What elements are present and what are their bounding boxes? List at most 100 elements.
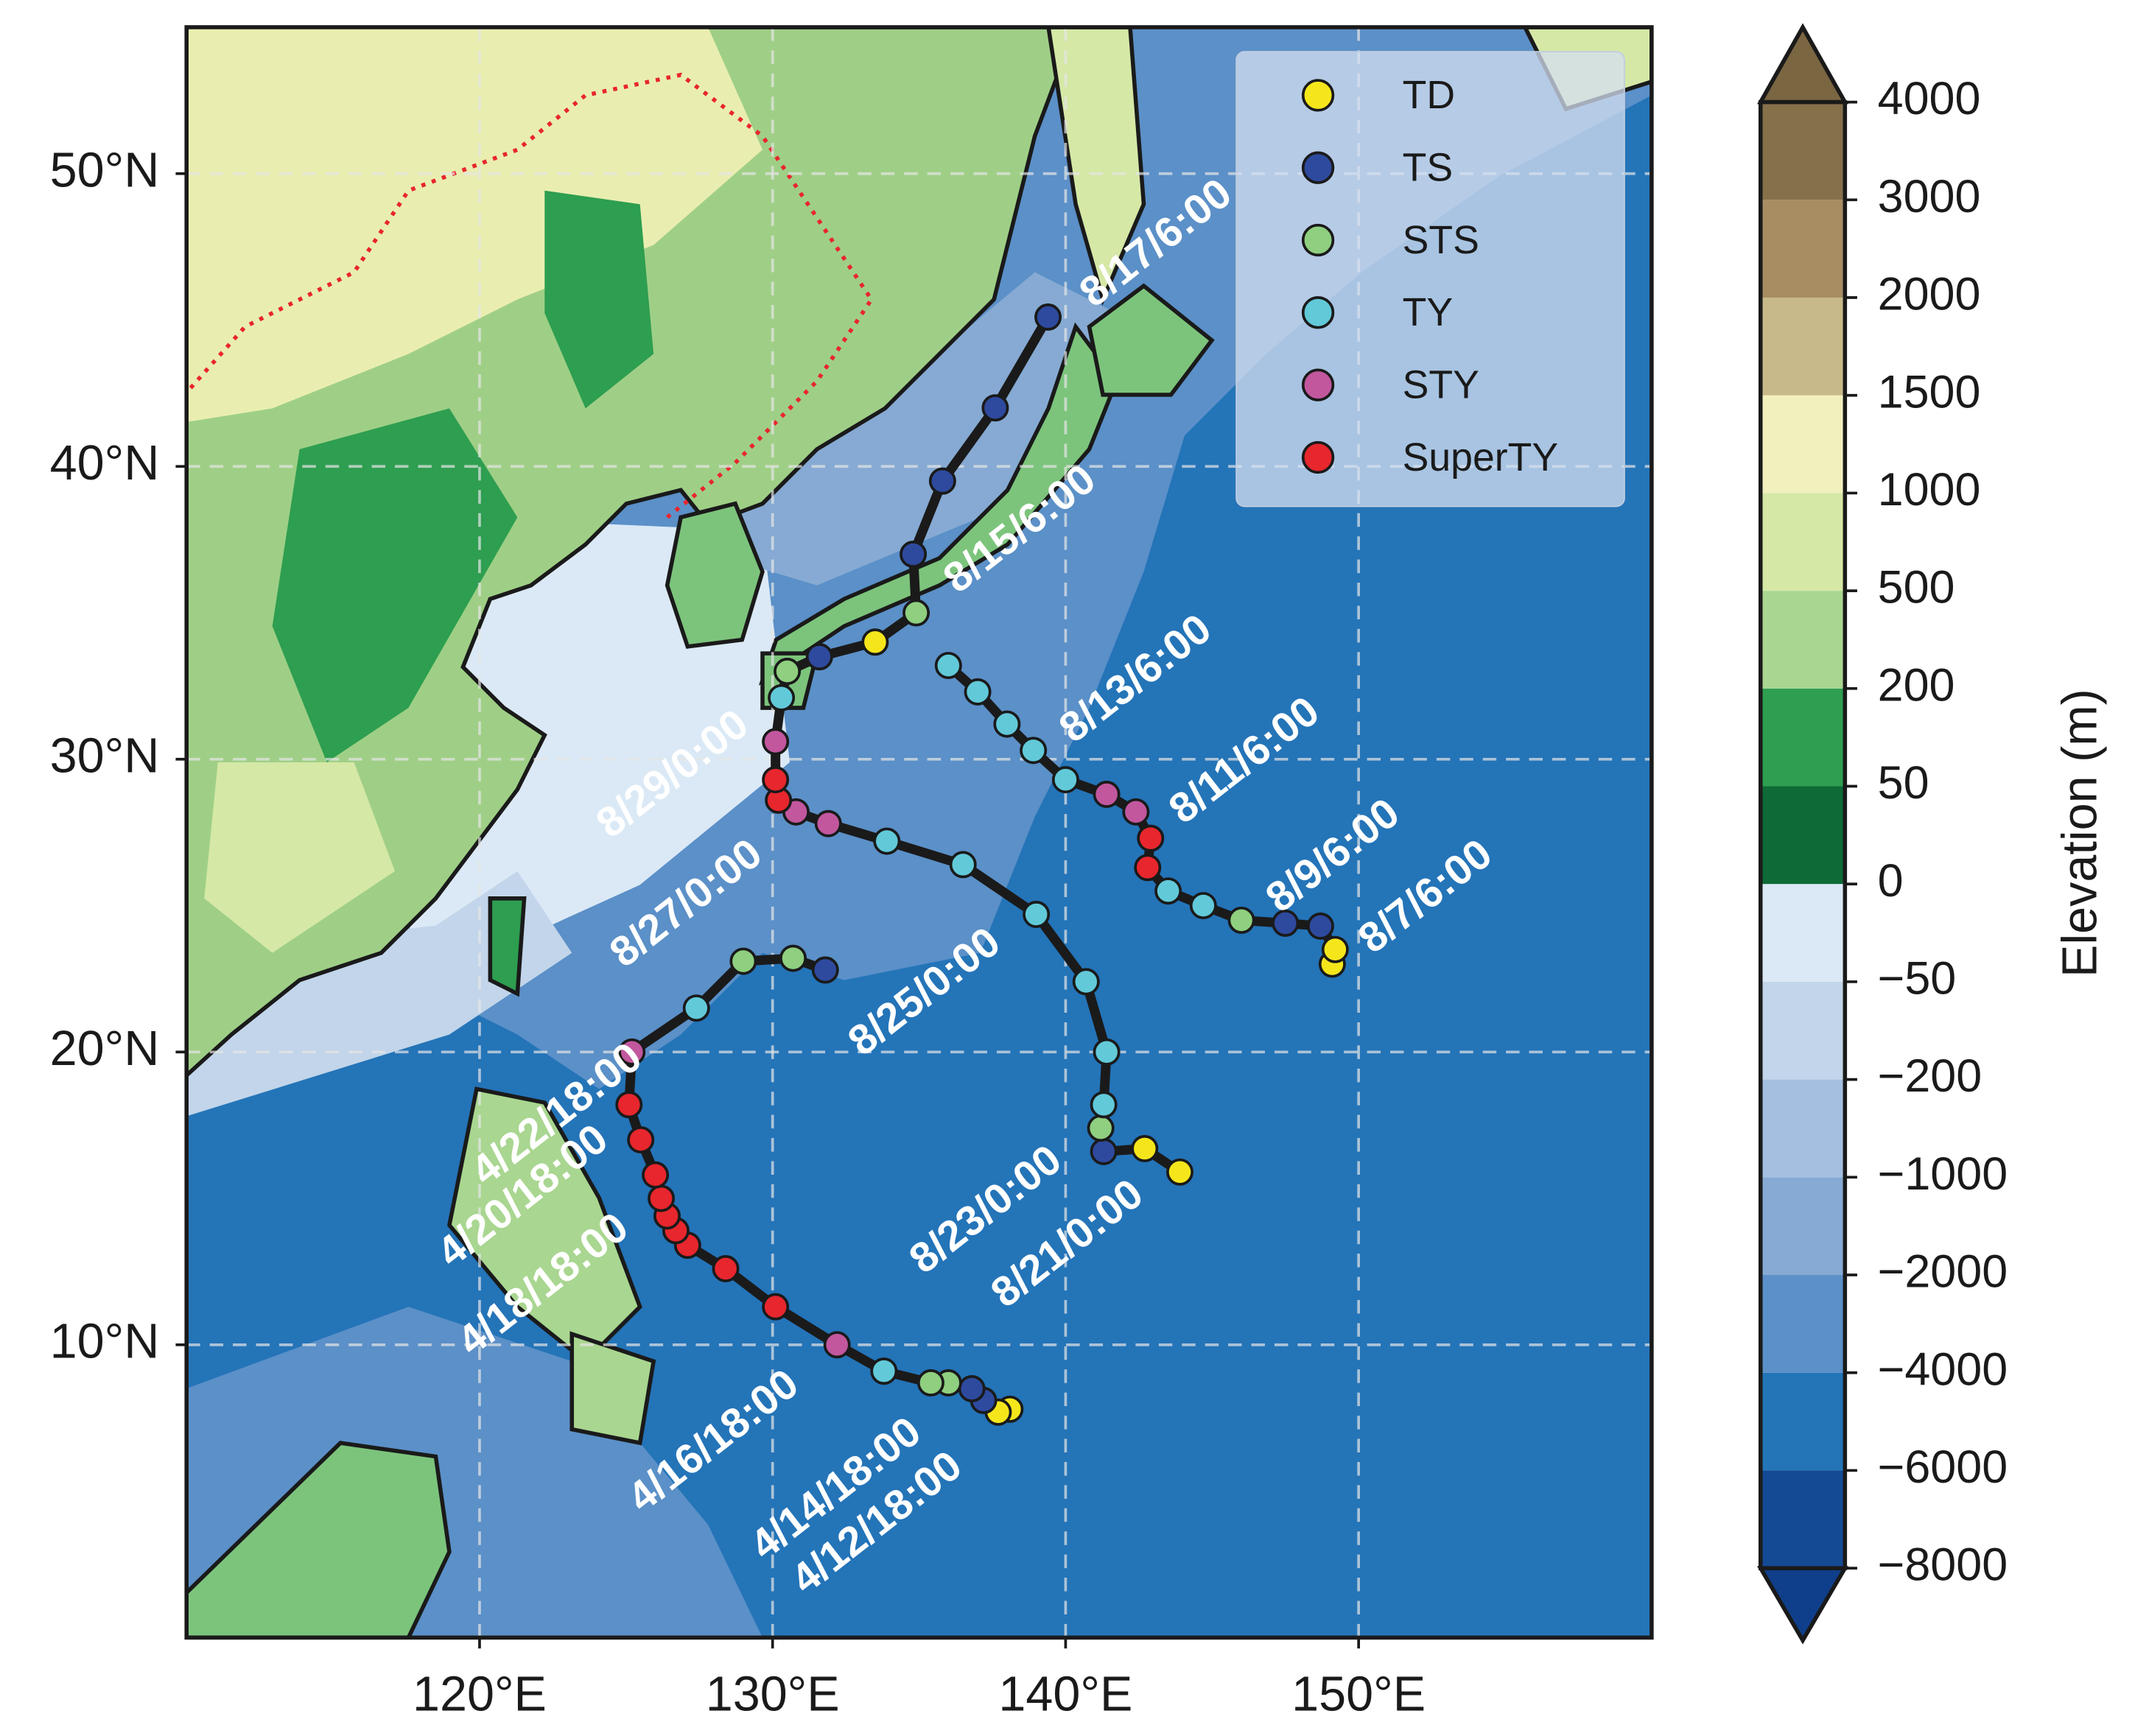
track-point [768,683,796,711]
colorbar-tick-label: −6000 [1878,1441,2008,1493]
colorbar-band [1760,298,1845,396]
colorbar-band [1760,1079,1845,1178]
track-point [814,809,842,837]
track-point [1134,854,1162,882]
colorbar-tick-label: 500 [1878,562,1955,614]
track-point [900,541,928,568]
track-point [964,678,992,706]
legend-label: STY [1403,363,1479,407]
legend-marker [1301,151,1335,184]
colorbar-band [1760,1470,1845,1569]
hokkaido [1087,283,1215,397]
track-point [729,947,757,975]
colorbar-band [1760,688,1845,787]
x-tick-label: 140°E [998,1667,1132,1721]
track-point [1321,935,1349,963]
lowland-manchuria [544,190,654,409]
x-tick-label: 120°E [413,1667,547,1721]
track-point [682,994,710,1022]
colorbar-band [1760,102,1845,200]
colorbar-band [1760,200,1845,298]
legend-label: SuperTY [1403,435,1558,479]
track-point [1090,1137,1118,1165]
legend-label: TS [1403,146,1453,190]
legend-marker [1301,79,1335,112]
y-tick-label: 10°N [50,1314,160,1368]
colorbar-band [1760,1372,1845,1471]
lowland-north-china [272,408,518,762]
sea-of-japan [681,272,1117,586]
colorbar-frame [1758,99,1848,1570]
track-point [762,728,790,756]
colorbar-tick-label: 3000 [1878,171,1981,222]
track-point [779,944,807,972]
track-point [1137,824,1165,852]
colorbar: −8000 −6000 −4000 −2000 −1000 −200 −50 0 50 200 50… [1756,23,2107,1645]
colorbar-tick-label: 1000 [1878,464,1981,516]
colorbar-band [1760,884,1845,982]
colorbar-band [1760,591,1845,689]
track-point [1272,909,1300,937]
track-point [1023,900,1051,928]
colorbar-extend-over [1756,23,1849,105]
border-line [189,72,874,519]
track-point [1020,737,1048,765]
track-point [1227,906,1255,934]
mindanao [569,1331,656,1446]
legend-label: TY [1403,290,1453,334]
korea [665,501,765,649]
track-point [627,1126,655,1154]
track-point [873,827,901,855]
grid [186,27,1652,1638]
track-point [774,658,802,686]
colorbar-extend-under [1756,1566,1849,1645]
legend-marker [1301,440,1335,474]
track-point [615,1091,643,1119]
track-point [1090,1091,1118,1119]
track-point [618,1038,646,1066]
track-point [762,766,790,794]
colorbar-tick-label: 50 [1878,757,1929,809]
x-tick-label: 130°E [706,1667,840,1721]
legend-marker [1301,368,1335,401]
colorbar-band [1760,493,1845,591]
colorbar-tick-label: −8000 [1878,1539,2008,1591]
track-point [1034,303,1062,331]
track-point [1093,1038,1121,1066]
y-tick-label: 50°N [50,143,160,197]
colorbar-band [1760,1275,1845,1373]
legend-label: STS [1403,218,1479,262]
colorbar-tick-label: −2000 [1878,1246,2008,1298]
track-point [712,1255,740,1282]
colorbar-tick-label: 200 [1878,659,1955,711]
track-point [916,1369,944,1397]
track-point [642,1161,670,1189]
track-point [1072,968,1100,996]
track-point [823,1331,851,1359]
plot-frame [184,25,1654,1640]
track-point [861,628,889,656]
track-point [811,956,839,984]
track-point [1087,1114,1115,1142]
track-point [1051,766,1079,794]
track-point [1122,798,1150,826]
track-point [1154,877,1182,905]
philippines [446,1086,642,1364]
legend-label: TD [1403,73,1455,117]
taiwan [488,896,527,997]
highland-north [186,27,763,422]
y-tick-label: 30°N [50,728,160,783]
track-point [934,652,962,680]
colorbar-tick-label: 0 [1878,855,1904,907]
colorbar-title: Elevation (m) [2052,689,2107,977]
track-point [902,599,930,627]
colorbar-tick-label: −1000 [1878,1148,2008,1200]
colorbar-tick-label: −4000 [1878,1343,2008,1395]
highland-south-china [204,762,395,953]
track-point [762,1293,790,1321]
borneo [186,1441,452,1638]
colorbar-band [1760,1177,1845,1276]
track-point [805,643,833,671]
legend-marker [1301,223,1335,257]
